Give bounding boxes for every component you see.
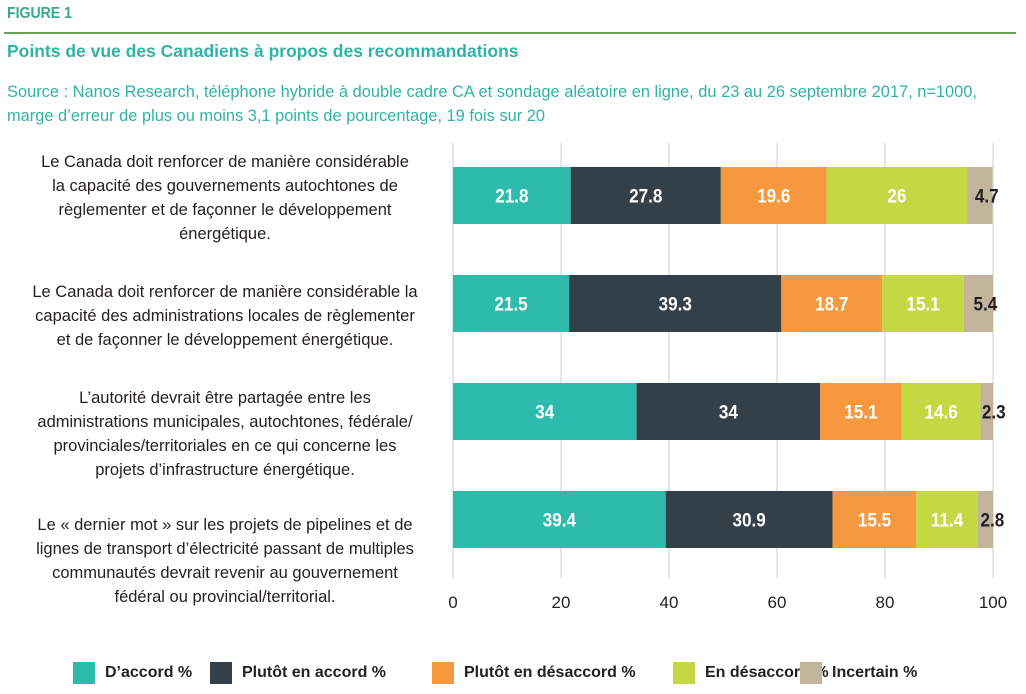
source-note: Source : Nanos Research, téléphone hybri…: [7, 82, 977, 125]
legend-swatch: [800, 662, 822, 684]
category-label-line: Le Canada doit renforcer de manière cons…: [41, 153, 409, 171]
category-label: Le Canada doit renforcer de manière cons…: [0, 150, 450, 246]
bar-segment: [569, 275, 782, 332]
bar-segment: [570, 167, 721, 224]
bar-segment: [980, 383, 993, 440]
bar-segment: [453, 167, 571, 224]
category-label-line: la capacité des gouvernements autochtone…: [52, 177, 398, 195]
x-tick-label: 60: [768, 593, 787, 612]
category-label-line: énergétique.: [179, 225, 271, 243]
data-label: 2.8: [981, 510, 1005, 531]
bar-segment: [967, 167, 993, 224]
header-rule: [4, 32, 1016, 34]
legend-swatch: [432, 662, 454, 684]
bar-row: 21.8 27.8 19.6 26 4.7: [453, 167, 999, 224]
bar-segment: [820, 383, 902, 440]
category-label-line: L’autorité devrait être partagée entre l…: [79, 389, 371, 407]
bar-segment: [781, 275, 883, 332]
category-label-line: lignes de transport d’électricité passan…: [36, 540, 414, 558]
legend-label: Plutôt en accord %: [242, 664, 387, 681]
data-label: 26: [887, 186, 906, 207]
bar-segment: [832, 491, 917, 548]
data-label: 15.1: [844, 402, 877, 423]
bar-segment: [453, 275, 570, 332]
category-label-line: administrations municipales, autochtones…: [37, 413, 413, 431]
data-label: 21.8: [495, 186, 528, 207]
legend-swatch: [673, 662, 695, 684]
category-label: Le Canada doit renforcer de manière cons…: [0, 280, 450, 352]
category-label-line: et de façonner le développement énergéti…: [56, 331, 394, 349]
bar-segment: [916, 491, 978, 548]
bar-segment: [453, 491, 666, 548]
x-tick-label: 20: [552, 593, 571, 612]
data-label: 5.4: [974, 294, 998, 315]
data-label: 2.3: [982, 402, 1006, 423]
category-label: Le « dernier mot » sur les projets de pi…: [0, 513, 450, 609]
data-label: 14.6: [925, 402, 958, 423]
data-label: 21.5: [494, 294, 527, 315]
legend-swatch: [73, 662, 95, 684]
data-label: 11.4: [931, 510, 963, 531]
data-label: 18.7: [815, 294, 848, 315]
bar-segment: [977, 491, 993, 548]
chart-title: Points de vue des Canadiens à propos des…: [7, 41, 519, 61]
bar-segment: [453, 383, 637, 440]
legend-item: Plutôt en désaccord %: [432, 662, 636, 684]
category-label-line: projets d’infrastructure énergétique.: [95, 461, 355, 479]
legend-item: En désaccord %: [673, 662, 829, 684]
bar-segment: [963, 275, 993, 332]
data-label: 34: [535, 402, 554, 423]
figure-label: FIGURE 1: [7, 5, 72, 22]
data-label: 30.9: [733, 510, 766, 531]
x-tick-label: 100: [979, 593, 1007, 612]
category-label-line: provinciales/territoriales en ce qui con…: [53, 437, 397, 455]
data-label: 39.4: [543, 510, 576, 531]
bar-row: 21.5 39.3 18.7 15.1 5.4: [453, 275, 997, 332]
category-label-line: capacité des administrations locales de …: [35, 307, 415, 325]
legend-label: En désaccord %: [705, 664, 829, 681]
bar-segment: [665, 491, 833, 548]
bar-row: 34 34 15.1 14.6 2.3: [453, 383, 1006, 440]
category-label: L’autorité devrait être partagée entre l…: [0, 386, 450, 482]
category-label-line: communautés devrait revenir au gouvernem…: [52, 564, 398, 582]
category-label-line: règlementer et de façonner le développem…: [58, 201, 392, 219]
x-tick-label: 80: [876, 593, 895, 612]
x-tick-label: 0: [448, 593, 457, 612]
legend: D’accord % Plutôt en accord % Plutôt en dé…: [0, 662, 1026, 688]
legend-item: Incertain %: [800, 662, 917, 684]
category-label-line: Le « dernier mot » sur les projets de pi…: [37, 516, 413, 534]
x-axis-ticks: 0 20 40 60 80 100: [448, 593, 1007, 612]
data-label: 4.7: [975, 186, 999, 207]
bar-segment: [720, 167, 827, 224]
legend-label: D’accord %: [105, 664, 193, 681]
bars: 21.8 27.8 19.6 26 4.721.5 39.3 18.7 15.1 5.434 34…: [453, 167, 1006, 548]
legend-item: Plutôt en accord %: [210, 662, 386, 684]
category-label-line: Le Canada doit renforcer de manière cons…: [32, 283, 418, 301]
legend-label: Plutôt en désaccord %: [464, 664, 636, 681]
data-label: 27.8: [629, 186, 662, 207]
legend-swatch: [210, 662, 232, 684]
x-tick-label: 40: [660, 593, 679, 612]
bar-segment: [901, 383, 981, 440]
data-label: 15.1: [906, 294, 939, 315]
data-label: 19.6: [757, 186, 790, 207]
bar-row: 39.4 30.9 15.5 11.4 2.8: [453, 491, 1004, 548]
bar-segment: [826, 167, 968, 224]
bar-segment: [882, 275, 964, 332]
legend-item: D’accord %: [73, 662, 192, 684]
category-label-line: fédéral ou provincial/territorial.: [114, 588, 336, 606]
data-label: 34: [719, 402, 738, 423]
data-label: 15.5: [858, 510, 891, 531]
legend-label: Incertain %: [832, 664, 918, 681]
data-label: 39.3: [659, 294, 692, 315]
bar-segment: [636, 383, 821, 440]
